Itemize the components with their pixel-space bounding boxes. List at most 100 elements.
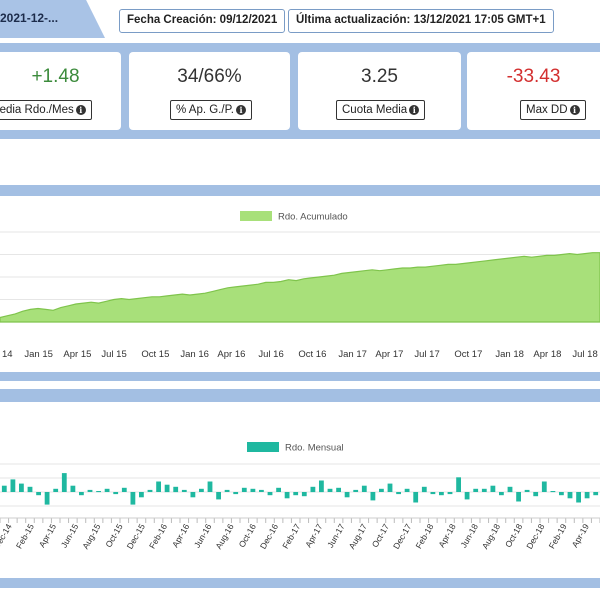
bar[interactable] bbox=[336, 487, 341, 492]
bar[interactable] bbox=[559, 492, 564, 496]
bar[interactable] bbox=[147, 489, 153, 492]
x-tick-label: Apr-17 bbox=[303, 522, 325, 549]
bar[interactable] bbox=[361, 485, 367, 492]
bar[interactable] bbox=[447, 492, 453, 495]
legend-swatch[interactable] bbox=[247, 442, 279, 452]
cumulative-chart-panel: Rdo. Acumulado 14 Jan 15 Apr 15 Jul 15 Oct 1… bbox=[0, 196, 600, 372]
bar[interactable] bbox=[344, 492, 350, 498]
bar[interactable] bbox=[593, 492, 599, 496]
bar[interactable] bbox=[387, 483, 393, 492]
bar[interactable] bbox=[199, 488, 204, 492]
x-tick-label: Jun-18 bbox=[458, 522, 480, 550]
x-tick-label: Aug-16 bbox=[213, 522, 236, 551]
bar[interactable] bbox=[327, 488, 333, 492]
area-series bbox=[0, 252, 600, 323]
bar[interactable] bbox=[430, 492, 436, 495]
bar[interactable] bbox=[79, 492, 84, 496]
x-tick-label: Apr 17 bbox=[375, 349, 403, 360]
bar[interactable] bbox=[319, 480, 324, 493]
bar[interactable] bbox=[370, 492, 376, 501]
bar[interactable] bbox=[413, 492, 419, 503]
bar[interactable] bbox=[224, 489, 230, 492]
bar[interactable] bbox=[113, 492, 119, 495]
kpi-label-avg-odds[interactable]: Cuota Media i bbox=[336, 100, 426, 120]
bar[interactable] bbox=[301, 492, 307, 497]
bar[interactable] bbox=[27, 486, 33, 493]
bar[interactable] bbox=[1, 485, 7, 492]
x-tick-label: Apr-15 bbox=[37, 522, 59, 549]
bar[interactable] bbox=[507, 486, 513, 493]
bar[interactable] bbox=[216, 492, 221, 500]
bar[interactable] bbox=[481, 488, 487, 492]
bar[interactable] bbox=[293, 492, 299, 496]
x-tick-label: Jun-16 bbox=[192, 522, 214, 550]
bar[interactable] bbox=[499, 492, 504, 496]
bar[interactable] bbox=[396, 492, 401, 495]
bar[interactable] bbox=[53, 488, 59, 492]
bar[interactable] bbox=[576, 492, 581, 503]
bar[interactable] bbox=[404, 488, 410, 492]
kpi-label-max-dd[interactable]: Max DD i bbox=[520, 100, 586, 120]
bar[interactable] bbox=[516, 492, 521, 502]
bar[interactable] bbox=[241, 487, 247, 492]
bar[interactable] bbox=[19, 483, 24, 492]
x-tick-label: Oct-17 bbox=[370, 522, 392, 549]
cumulative-chart: Rdo. Acumulado 14 Jan 15 Apr 15 Jul 15 Oct 1… bbox=[0, 211, 600, 360]
x-tick-label: Feb-17 bbox=[280, 522, 302, 551]
bar[interactable] bbox=[464, 492, 470, 500]
bar[interactable] bbox=[139, 492, 144, 498]
x-tick-label: Aug-18 bbox=[480, 522, 503, 551]
bar[interactable] bbox=[533, 492, 539, 497]
legend-swatch[interactable] bbox=[240, 211, 272, 221]
bar[interactable] bbox=[70, 485, 76, 492]
bar[interactable] bbox=[490, 485, 496, 492]
bar[interactable] bbox=[550, 491, 556, 493]
bar[interactable] bbox=[250, 488, 256, 492]
bar[interactable] bbox=[584, 492, 590, 499]
bar[interactable] bbox=[44, 492, 50, 505]
kpi-card-max-dd: -33.43 Max DD i bbox=[467, 52, 600, 130]
bar[interactable] bbox=[164, 484, 170, 493]
kpi-value-avg-monthly: +1.48 bbox=[31, 66, 80, 87]
bar[interactable] bbox=[207, 481, 213, 493]
x-tick-label: Jun-15 bbox=[59, 522, 81, 550]
bar[interactable] bbox=[10, 479, 16, 492]
bar[interactable] bbox=[267, 492, 273, 496]
bar[interactable] bbox=[310, 486, 316, 493]
x-tick-label: Aug-15 bbox=[80, 522, 103, 551]
bar[interactable] bbox=[173, 486, 179, 493]
bar[interactable] bbox=[36, 492, 41, 496]
x-tick-label: Dec-15 bbox=[125, 522, 147, 551]
bar[interactable] bbox=[284, 492, 290, 499]
bar[interactable] bbox=[130, 492, 136, 505]
bar[interactable] bbox=[181, 489, 187, 492]
bar[interactable] bbox=[156, 481, 161, 493]
kpi-label-text: Media Rdo./Mes bbox=[0, 104, 74, 116]
bar[interactable] bbox=[96, 491, 101, 493]
bar[interactable] bbox=[61, 473, 67, 492]
info-icon: i bbox=[75, 105, 86, 115]
strategy-tab[interactable]: 2021-12-... bbox=[0, 0, 105, 38]
x-tick-label: Aug-17 bbox=[347, 522, 370, 551]
bar[interactable] bbox=[104, 488, 110, 492]
bar[interactable] bbox=[421, 486, 427, 493]
bar[interactable] bbox=[276, 487, 281, 492]
bar[interactable] bbox=[121, 487, 127, 492]
bar[interactable] bbox=[439, 492, 444, 496]
kpi-label-win-loss[interactable]: % Ap. G./P. i bbox=[170, 100, 252, 120]
legend-label[interactable]: Rdo. Acumulado bbox=[278, 212, 348, 223]
bar[interactable] bbox=[524, 489, 530, 492]
bar[interactable] bbox=[353, 489, 359, 492]
bar[interactable] bbox=[233, 492, 239, 495]
bar[interactable] bbox=[379, 488, 384, 492]
bar[interactable] bbox=[567, 492, 573, 499]
bar[interactable] bbox=[190, 492, 196, 498]
bar[interactable] bbox=[473, 488, 479, 492]
bar[interactable] bbox=[87, 489, 93, 492]
bar[interactable] bbox=[259, 489, 264, 492]
bar[interactable] bbox=[456, 477, 461, 492]
bar[interactable] bbox=[541, 481, 547, 493]
x-tick-label: Apr-19 bbox=[570, 522, 592, 549]
legend-label[interactable]: Rdo. Mensual bbox=[285, 443, 344, 454]
